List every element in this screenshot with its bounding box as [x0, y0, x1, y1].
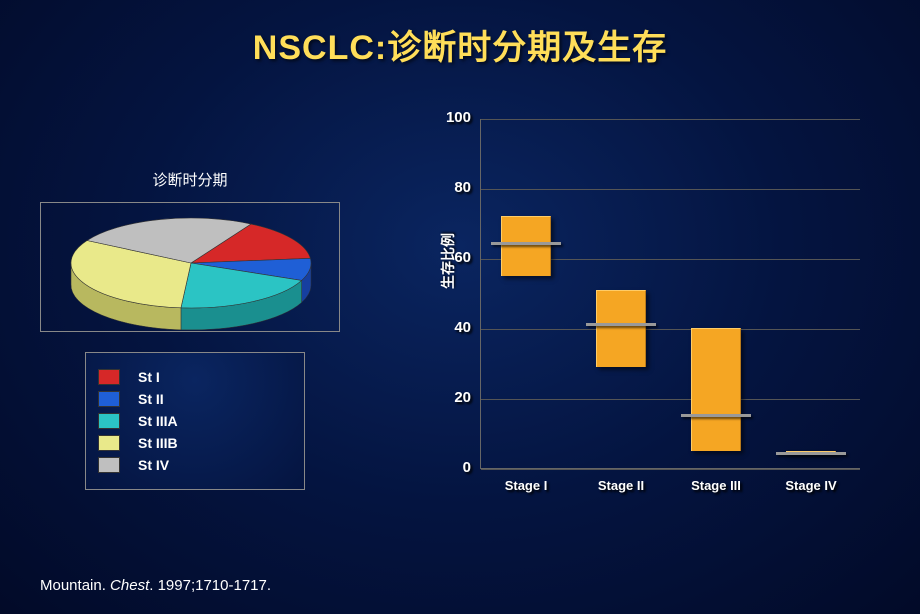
x-label: Stage I [481, 478, 571, 493]
citation-author: Mountain. [40, 577, 106, 594]
bar-chart: 020406080100Stage IStage IIStage IIIStag… [480, 109, 860, 489]
legend-label: St IIIB [138, 435, 178, 451]
content-row: 诊断时分期 St ISt IISt IIIASt IIIBSt IV 生存比例 … [0, 69, 920, 529]
bar-group: Stage II [596, 118, 646, 468]
citation-journal: Chest [110, 577, 149, 594]
legend-swatch [98, 457, 120, 473]
legend-swatch [98, 435, 120, 451]
pie-chart [40, 202, 340, 332]
pie-legend: St I St II St IIIA St IIIB St IV [85, 352, 305, 490]
bar-group: Stage IV [786, 118, 836, 468]
legend-row: St IIIB [98, 435, 292, 451]
legend-swatch [98, 369, 120, 385]
bar-group: Stage I [501, 118, 551, 468]
median-marker [681, 414, 751, 417]
legend-label: St I [138, 369, 160, 385]
legend-label: St IIIA [138, 413, 178, 429]
y-tick: 20 [431, 389, 471, 406]
left-column: 诊断时分期 St I St II St IIIA St IIIB St IV [40, 109, 420, 529]
legend-row: St I [98, 369, 292, 385]
legend-row: St IV [98, 457, 292, 473]
y-tick: 60 [431, 249, 471, 266]
citation: Mountain. Chest. 1997;1710-1717. [40, 577, 271, 594]
right-column: 生存比例 020406080100Stage IStage IIStage II… [420, 109, 880, 529]
citation-rest: . 1997;1710-1717. [149, 577, 271, 594]
pie-svg [41, 203, 341, 333]
range-bar [596, 290, 646, 367]
grid-line [481, 469, 860, 470]
y-tick: 40 [431, 319, 471, 336]
legend-swatch [98, 391, 120, 407]
x-label: Stage II [576, 478, 666, 493]
legend-label: St II [138, 391, 164, 407]
y-tick: 0 [431, 459, 471, 476]
plot-area: 020406080100Stage IStage IIStage IIIStag… [480, 119, 860, 469]
legend-label: St IV [138, 457, 169, 473]
slide-title: NSCLC:诊断时分期及生存 [0, 0, 920, 69]
legend-row: St IIIA [98, 413, 292, 429]
x-label: Stage IV [766, 478, 856, 493]
range-bar [501, 216, 551, 276]
y-tick: 80 [431, 179, 471, 196]
bar-group: Stage III [691, 118, 741, 468]
median-marker [776, 452, 846, 455]
y-tick: 100 [431, 109, 471, 126]
median-marker [491, 242, 561, 245]
pie-title: 诊断时分期 [40, 169, 340, 190]
x-label: Stage III [671, 478, 761, 493]
median-marker [586, 323, 656, 326]
range-bar [691, 328, 741, 451]
legend-swatch [98, 413, 120, 429]
legend-row: St II [98, 391, 292, 407]
